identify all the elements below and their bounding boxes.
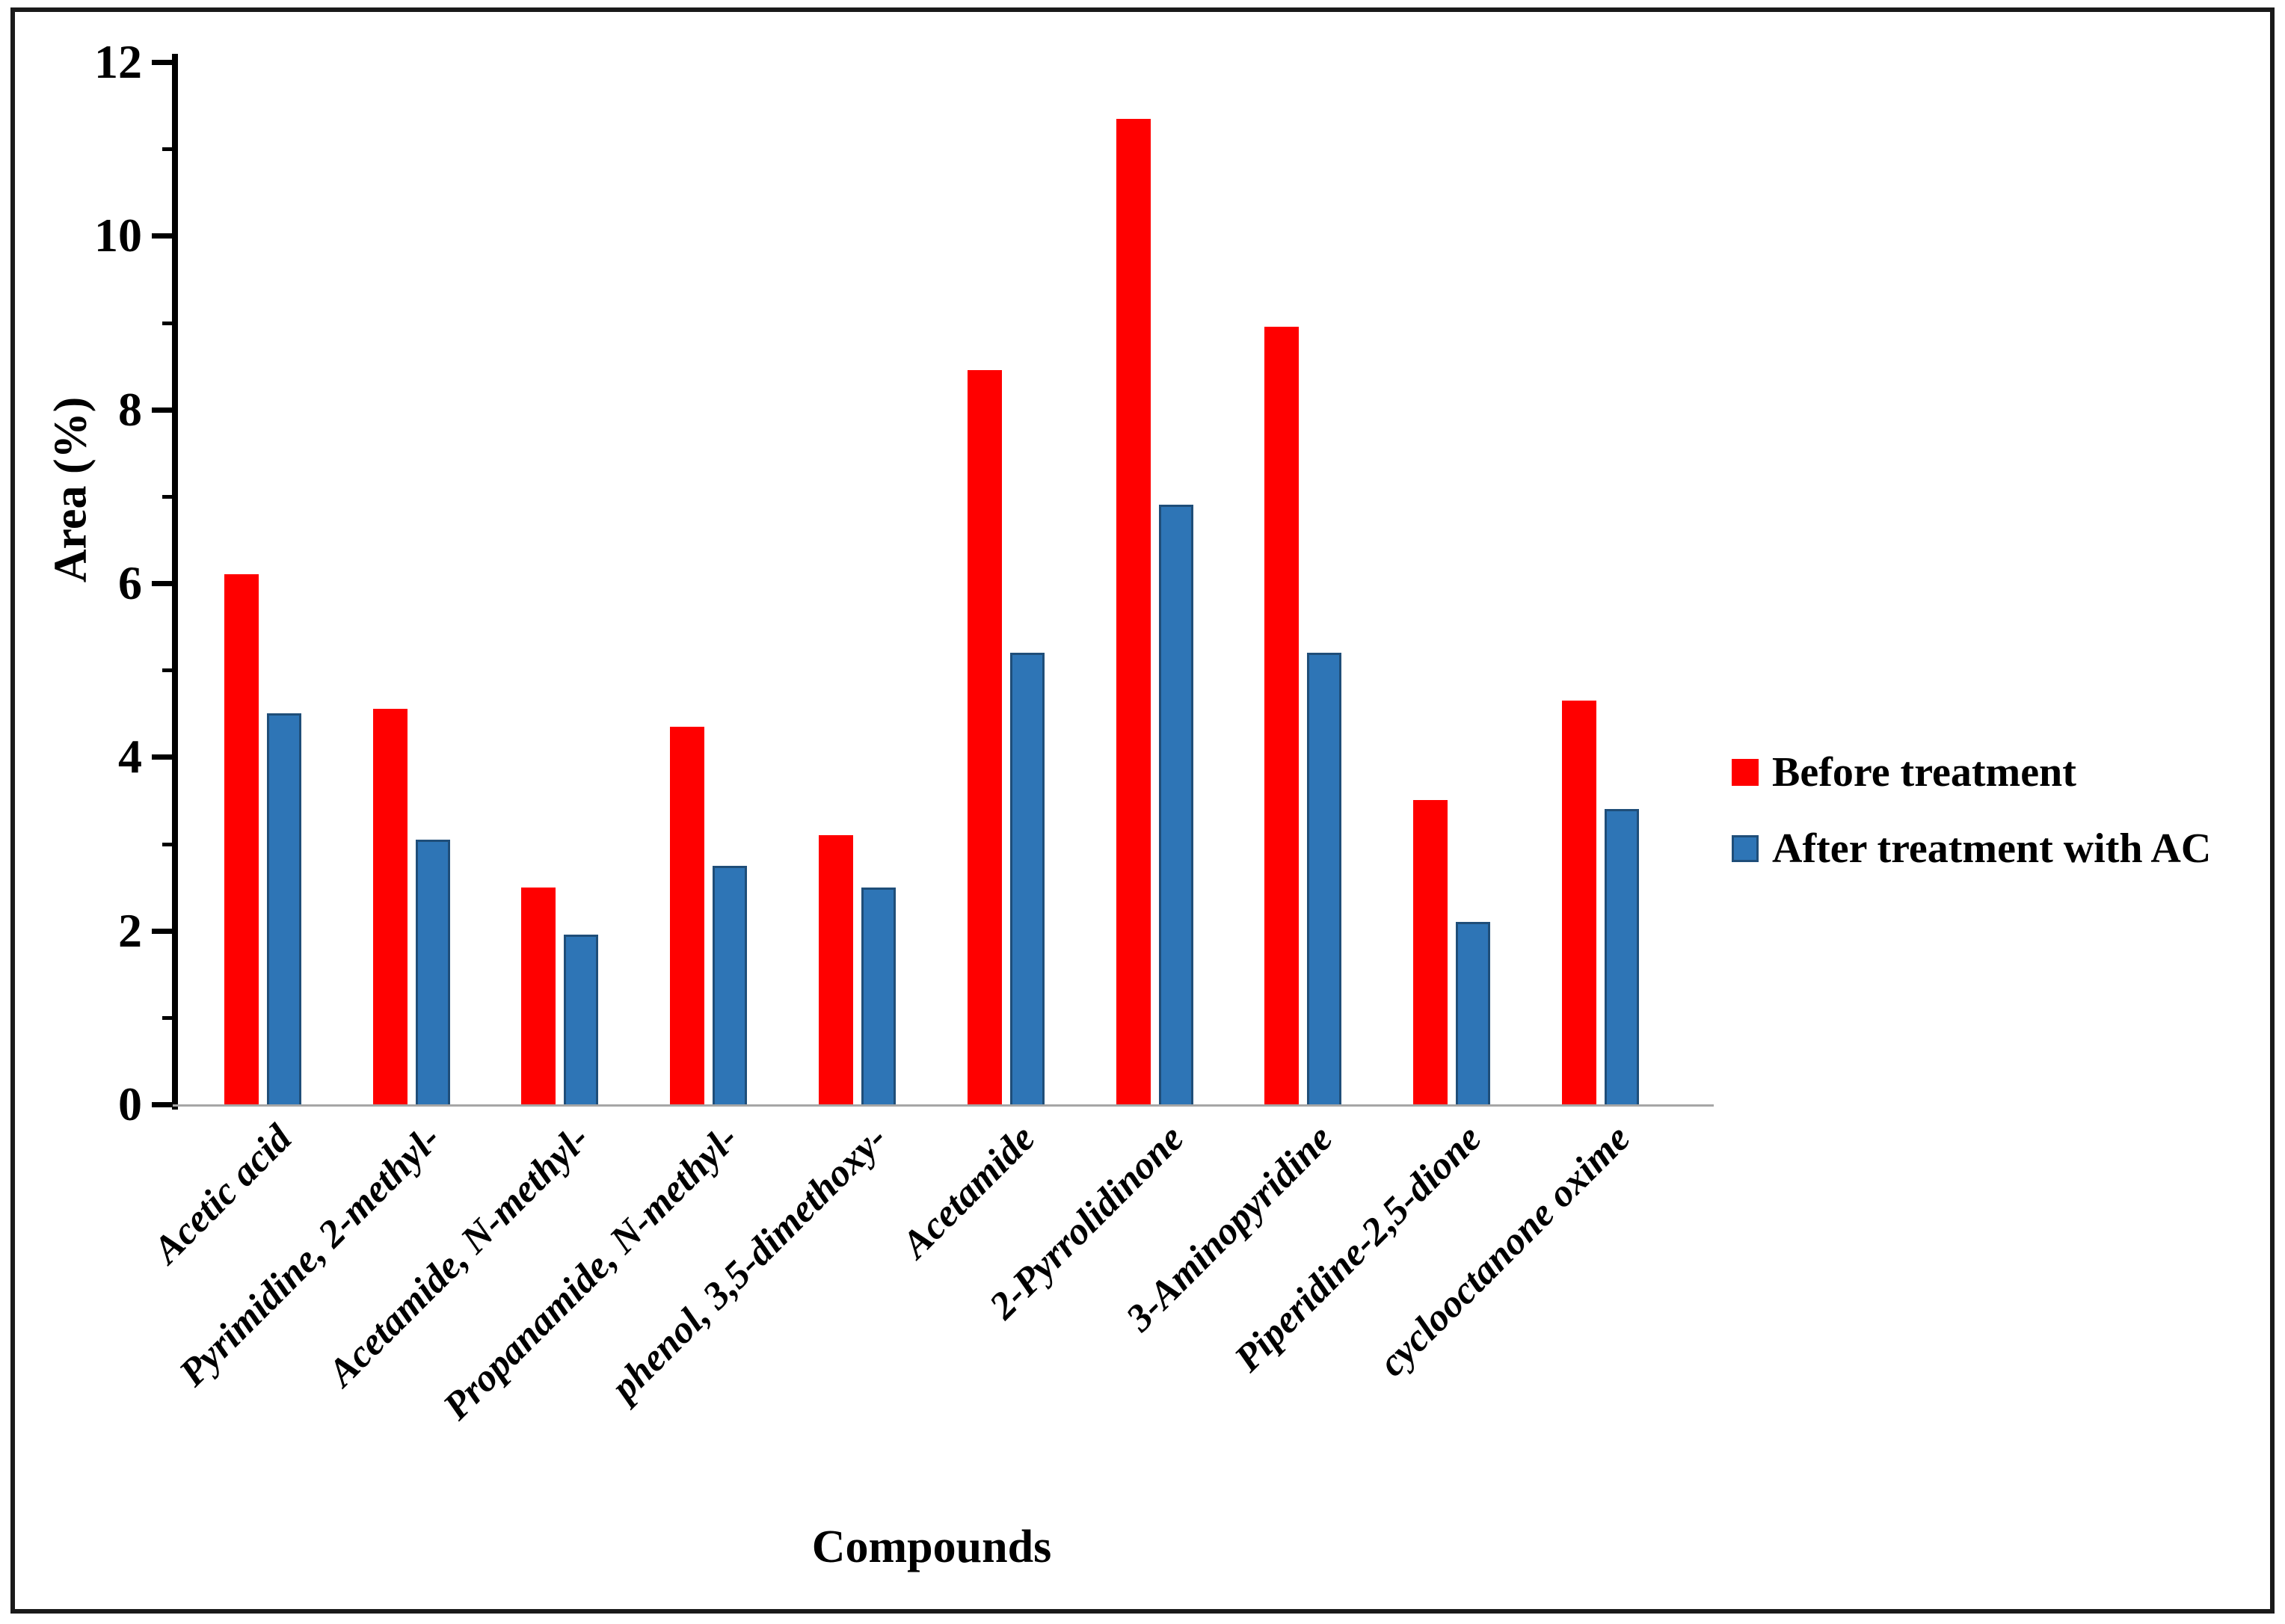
bar-group — [337, 62, 486, 1104]
y-major-tick — [152, 233, 173, 239]
legend-item: After treatment with AC — [1732, 828, 2211, 870]
y-minor-tick — [162, 321, 173, 325]
bar-group — [1526, 62, 1675, 1104]
bar-before-treatment — [521, 887, 556, 1104]
bar-after-treatment — [1307, 652, 1342, 1104]
y-tick-label: 2 — [118, 903, 142, 957]
bar-after-treatment — [861, 887, 897, 1104]
y-major-tick — [152, 407, 173, 413]
bar-group — [783, 62, 932, 1104]
bar-after-treatment — [1605, 809, 1640, 1104]
y-tick-label: 12 — [94, 35, 142, 88]
y-minor-tick — [162, 842, 173, 846]
bar-after-treatment — [266, 713, 301, 1104]
y-minor-tick — [162, 1015, 173, 1020]
y-tick-label: 0 — [118, 1077, 142, 1131]
y-tick-label: 8 — [118, 382, 142, 436]
bar-group — [486, 62, 635, 1104]
y-minor-tick — [162, 494, 173, 499]
bar-group — [1377, 62, 1526, 1104]
bar-group — [1080, 62, 1229, 1104]
bar-before-treatment — [670, 726, 705, 1104]
y-tick-label: 6 — [118, 556, 142, 609]
bar-before-treatment — [372, 709, 408, 1104]
legend-label: Before treatment — [1772, 749, 2076, 796]
bar-after-treatment — [713, 865, 748, 1104]
legend-swatch-after — [1732, 835, 1759, 862]
bar-before-treatment — [224, 574, 259, 1104]
x-axis-title: Compounds — [811, 1522, 1052, 1572]
y-minor-tick — [162, 668, 173, 673]
bar-plot-area — [188, 62, 1675, 1104]
bar-after-treatment — [1158, 505, 1193, 1104]
y-tick-label: 4 — [118, 730, 142, 784]
bar-group — [188, 62, 337, 1104]
bar-before-treatment — [1562, 700, 1597, 1104]
legend-label: After treatment with AC — [1772, 825, 2212, 872]
y-major-tick — [152, 928, 173, 934]
y-major-tick — [152, 1102, 173, 1107]
y-axis-title: Area (%) — [45, 396, 96, 583]
y-major-tick — [152, 60, 173, 65]
bar-group — [932, 62, 1080, 1104]
y-axis-line — [172, 54, 178, 1110]
bar-before-treatment — [1264, 327, 1300, 1104]
bar-group — [634, 62, 783, 1104]
bar-after-treatment — [564, 935, 599, 1104]
bar-group — [1229, 62, 1378, 1104]
x-axis-line — [172, 1104, 1714, 1107]
y-major-tick — [152, 754, 173, 760]
bar-before-treatment — [1413, 800, 1448, 1104]
bar-before-treatment — [1116, 118, 1151, 1104]
y-tick-label: 10 — [94, 209, 142, 262]
bar-after-treatment — [415, 839, 450, 1104]
bar-before-treatment — [819, 834, 854, 1104]
bar-after-treatment — [1009, 652, 1045, 1104]
y-minor-tick — [162, 147, 173, 152]
legend-item: Before treatment — [1732, 751, 2211, 793]
bar-before-treatment — [967, 370, 1002, 1104]
bar-after-treatment — [1456, 922, 1491, 1104]
legend: Before treatment After treatment with AC — [1732, 751, 2211, 870]
legend-swatch-before — [1732, 759, 1759, 786]
y-major-tick — [152, 581, 173, 586]
